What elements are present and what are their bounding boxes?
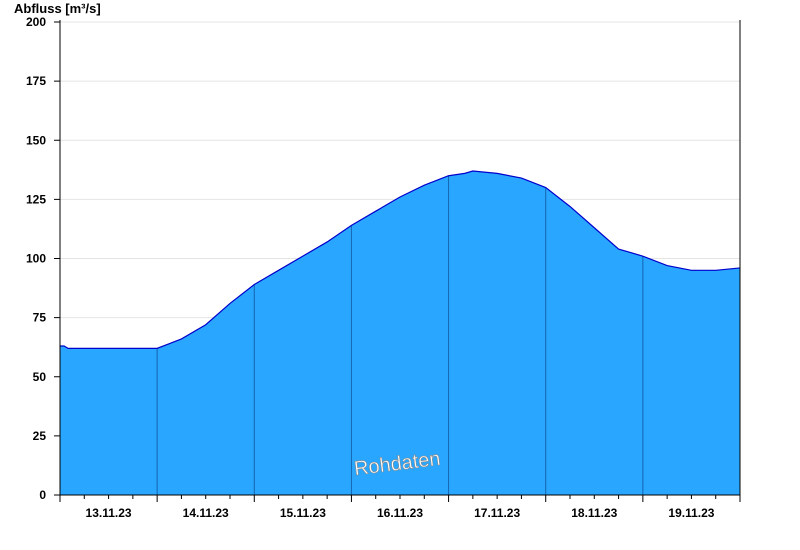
y-tick-label: 125 <box>26 192 46 206</box>
y-tick-label: 75 <box>33 311 47 325</box>
y-tick-label: 175 <box>26 74 46 88</box>
discharge-area <box>60 170 740 495</box>
y-tick-label: 150 <box>26 133 46 147</box>
x-tick-label: 19.11.23 <box>668 506 714 520</box>
y-tick-labels: 0 25 50 75 100 125 150 175 200 <box>26 15 46 502</box>
x-tick-label: 13.11.23 <box>86 506 132 520</box>
x-tick-label: 17.11.23 <box>474 506 520 520</box>
y-tick-label: 0 <box>39 488 46 502</box>
x-tick-label: 16.11.23 <box>377 506 423 520</box>
x-tick-labels: 13.11.23 14.11.23 15.11.23 16.11.23 17.11.23… <box>86 506 715 520</box>
x-tick-label: 15.11.23 <box>280 506 326 520</box>
y-tick-label: 25 <box>33 429 47 443</box>
y-tick-label: 50 <box>33 370 47 384</box>
x-tick-label: 18.11.23 <box>571 506 617 520</box>
discharge-line <box>60 170 741 349</box>
axes <box>54 20 741 502</box>
y-axis-title: Abfluss [m³/s] <box>14 1 101 16</box>
x-tick-label: 14.11.23 <box>183 506 229 520</box>
y-tick-label: 100 <box>26 252 46 266</box>
y-tick-label: 200 <box>26 15 46 29</box>
day-separators <box>156 175 644 495</box>
